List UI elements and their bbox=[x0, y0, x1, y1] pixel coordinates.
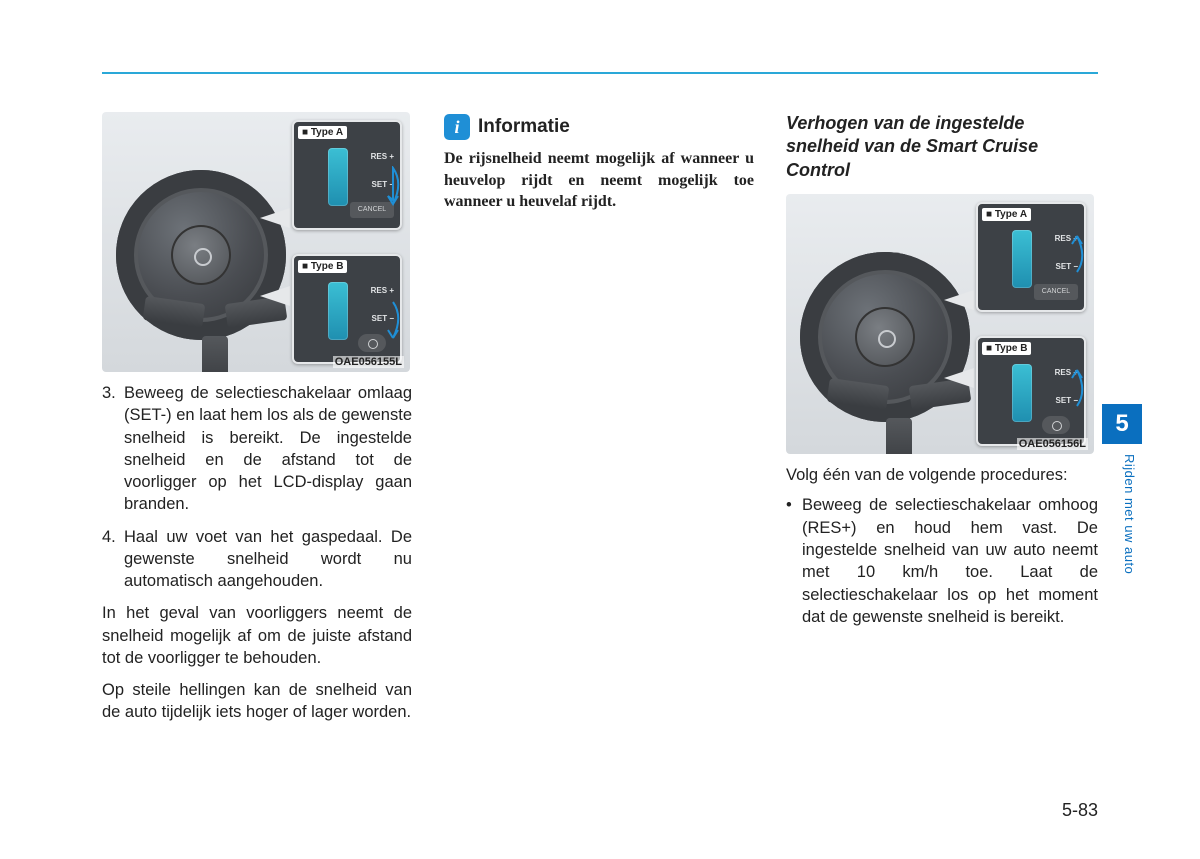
callout-type-b: ■ Type B RES + SET − bbox=[292, 254, 402, 364]
chapter-label: Rijden met uw auto bbox=[1122, 454, 1137, 574]
subheading: Verhogen van de ingestelde snelheid van … bbox=[786, 112, 1098, 182]
lever-icon bbox=[1012, 364, 1032, 422]
info-title: Informatie bbox=[478, 116, 570, 138]
step-text: Beweeg de selectieschakelaar omlaag (SET… bbox=[124, 382, 412, 516]
arrow-up-icon bbox=[1068, 234, 1086, 274]
type-a-tag: ■ Type A bbox=[298, 126, 347, 139]
type-a-tag: ■ Type A bbox=[982, 208, 1031, 221]
chapter-tab: 5 bbox=[1102, 404, 1142, 444]
figure-code: OAE056156L bbox=[1017, 438, 1088, 450]
bullet-marker: • bbox=[786, 494, 802, 628]
lead-text: Volg één van de volgende procedures: bbox=[786, 464, 1098, 486]
column-1: ■ Type A RES + SET − CANCEL ■ Type B RES… bbox=[102, 112, 412, 724]
callout-type-a: ■ Type A RES + SET − CANCEL bbox=[292, 120, 402, 230]
arrow-down-icon bbox=[384, 166, 402, 206]
arrow-down-icon bbox=[384, 300, 402, 340]
type-b-tag: ■ Type B bbox=[298, 260, 347, 273]
arrow-up-icon bbox=[1068, 368, 1086, 408]
info-icon: i bbox=[444, 114, 470, 140]
type-b-tag: ■ Type B bbox=[982, 342, 1031, 355]
steering-wheel bbox=[116, 170, 286, 340]
step-number: 3. bbox=[102, 382, 124, 516]
step-3: 3. Beweeg de selectieschakelaar omlaag (… bbox=[102, 382, 412, 516]
callout-type-a: ■ Type A RES + SET − CANCEL bbox=[976, 202, 1086, 312]
info-heading: i Informatie bbox=[444, 114, 754, 140]
figure-increase-speed: ■ Type A RES + SET − CANCEL ■ Type B RES… bbox=[786, 194, 1094, 454]
page-number: 5-83 bbox=[1062, 800, 1098, 821]
res-label: RES + bbox=[371, 286, 394, 295]
figure-code: OAE056155L bbox=[333, 356, 404, 368]
lever-icon bbox=[328, 148, 348, 206]
paragraph: In het geval van voorliggers neemt de sn… bbox=[102, 602, 412, 669]
round-button-icon bbox=[358, 334, 386, 352]
lever-icon bbox=[1012, 230, 1032, 288]
top-rule bbox=[102, 72, 1098, 74]
steering-wheel bbox=[800, 252, 970, 422]
column-2: i Informatie De rijsnelheid neemt mogeli… bbox=[444, 112, 754, 724]
info-body: De rijsnelheid neemt mogelijk af wanneer… bbox=[444, 148, 754, 213]
step-number: 4. bbox=[102, 526, 124, 593]
column-3: Verhogen van de ingestelde snelheid van … bbox=[786, 112, 1098, 724]
cancel-button-label: CANCEL bbox=[1034, 284, 1078, 300]
bullet-text: Beweeg de selectieschakelaar omhoog (RES… bbox=[802, 494, 1098, 628]
lever-icon bbox=[328, 282, 348, 340]
paragraph: Op steile hellingen kan de snelheid van … bbox=[102, 679, 412, 724]
res-label: RES + bbox=[371, 152, 394, 161]
page-content: ■ Type A RES + SET − CANCEL ■ Type B RES… bbox=[102, 112, 1098, 724]
bullet-item: • Beweeg de selectieschakelaar omhoog (R… bbox=[786, 494, 1098, 628]
callout-type-b: ■ Type B RES + SET − bbox=[976, 336, 1086, 446]
round-button-icon bbox=[1042, 416, 1070, 434]
step-4: 4. Haal uw voet van het gaspedaal. De ge… bbox=[102, 526, 412, 593]
figure-set-speed: ■ Type A RES + SET − CANCEL ■ Type B RES… bbox=[102, 112, 410, 372]
step-text: Haal uw voet van het gaspedaal. De gewen… bbox=[124, 526, 412, 593]
